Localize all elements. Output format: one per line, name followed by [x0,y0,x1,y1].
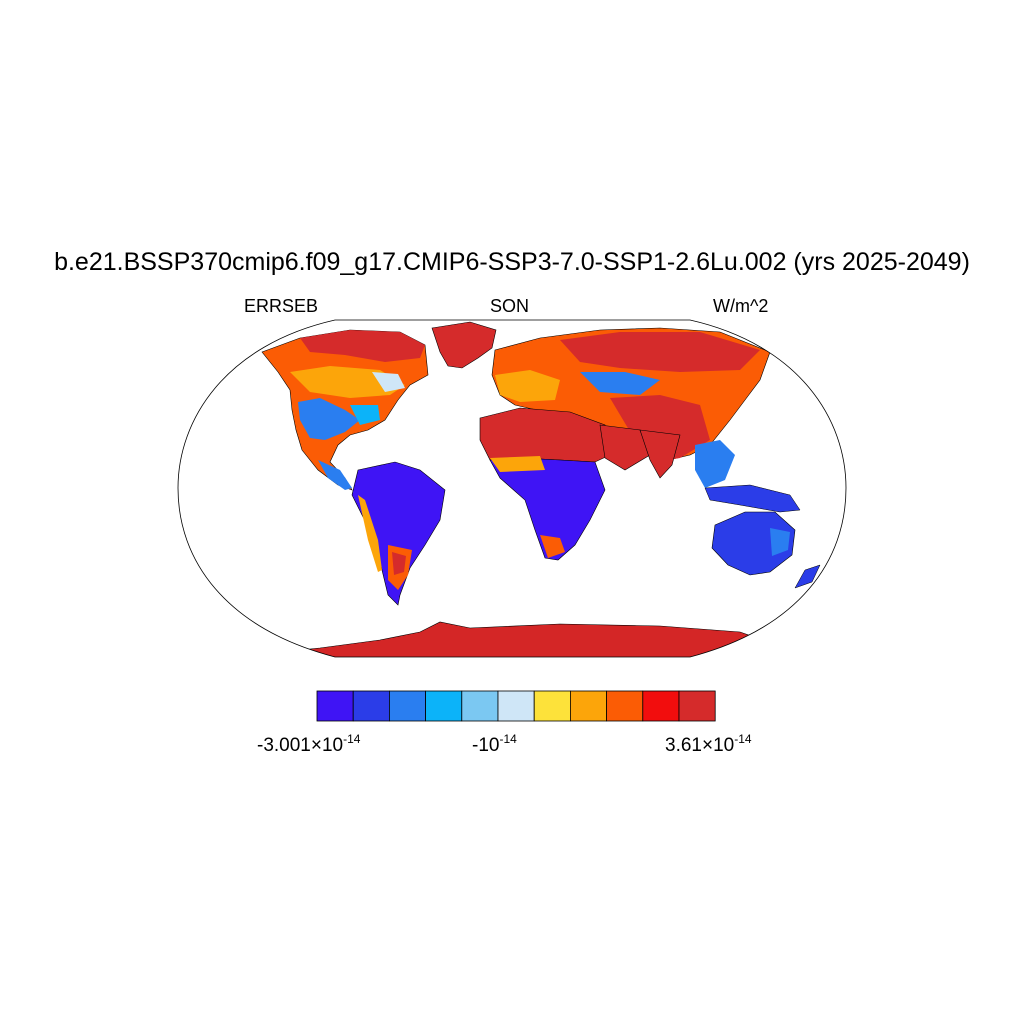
subtitle-variable: ERRSEB [244,296,319,316]
colorbar-box [497,690,535,722]
plot-title: b.e21.BSSP370cmip6.f09_g17.CMIP6-SSP3-7.… [54,248,970,276]
colorbar-box [606,690,644,722]
north-america-north-red [300,330,425,362]
india-region [639,429,681,479]
africa-sahel-orange [490,456,545,472]
north-america-cyan [350,405,380,425]
colorbar-box [352,690,390,722]
colorbar [316,690,716,722]
south-america-west-coast [358,495,382,572]
colorbar-label-max: 3.61×10-14 [665,732,752,756]
siberia-red [560,332,760,372]
colorbar-box [570,690,608,722]
arabia-region [599,424,651,471]
central-south-africa-region [489,457,606,561]
colorbar-box [642,690,680,722]
north-america-blue [298,398,360,440]
colorbar-label-min: -3.001×10-14 [257,732,361,756]
central-asia-blue [580,372,660,395]
south-africa-warm [540,535,565,558]
colorbar-box [533,690,571,722]
south-america-south-red [392,552,406,575]
subtitle-units: W/m^2 [713,296,769,316]
north-america-lightblue [372,372,405,392]
asia-south-red [610,395,710,462]
antarctica-region [199,621,821,657]
map-boundary [177,319,847,658]
new-zealand [794,564,821,589]
europe-yellow [495,370,560,402]
australia-east-blue [770,528,790,556]
central-america-region [318,460,352,490]
colorbar-box [388,690,426,722]
greenland-region [431,321,497,369]
colorbar-box [461,690,499,722]
colorbar-box [678,690,716,722]
maritime-southeast-asia [704,484,801,513]
southeast-asia-blue [695,440,735,488]
australia-region [711,511,796,576]
colorbar-box [425,690,463,722]
colorbar-box [316,690,354,722]
subtitle-season: SON [490,296,530,316]
colorbar-label-mid: -10-14 [472,732,517,756]
